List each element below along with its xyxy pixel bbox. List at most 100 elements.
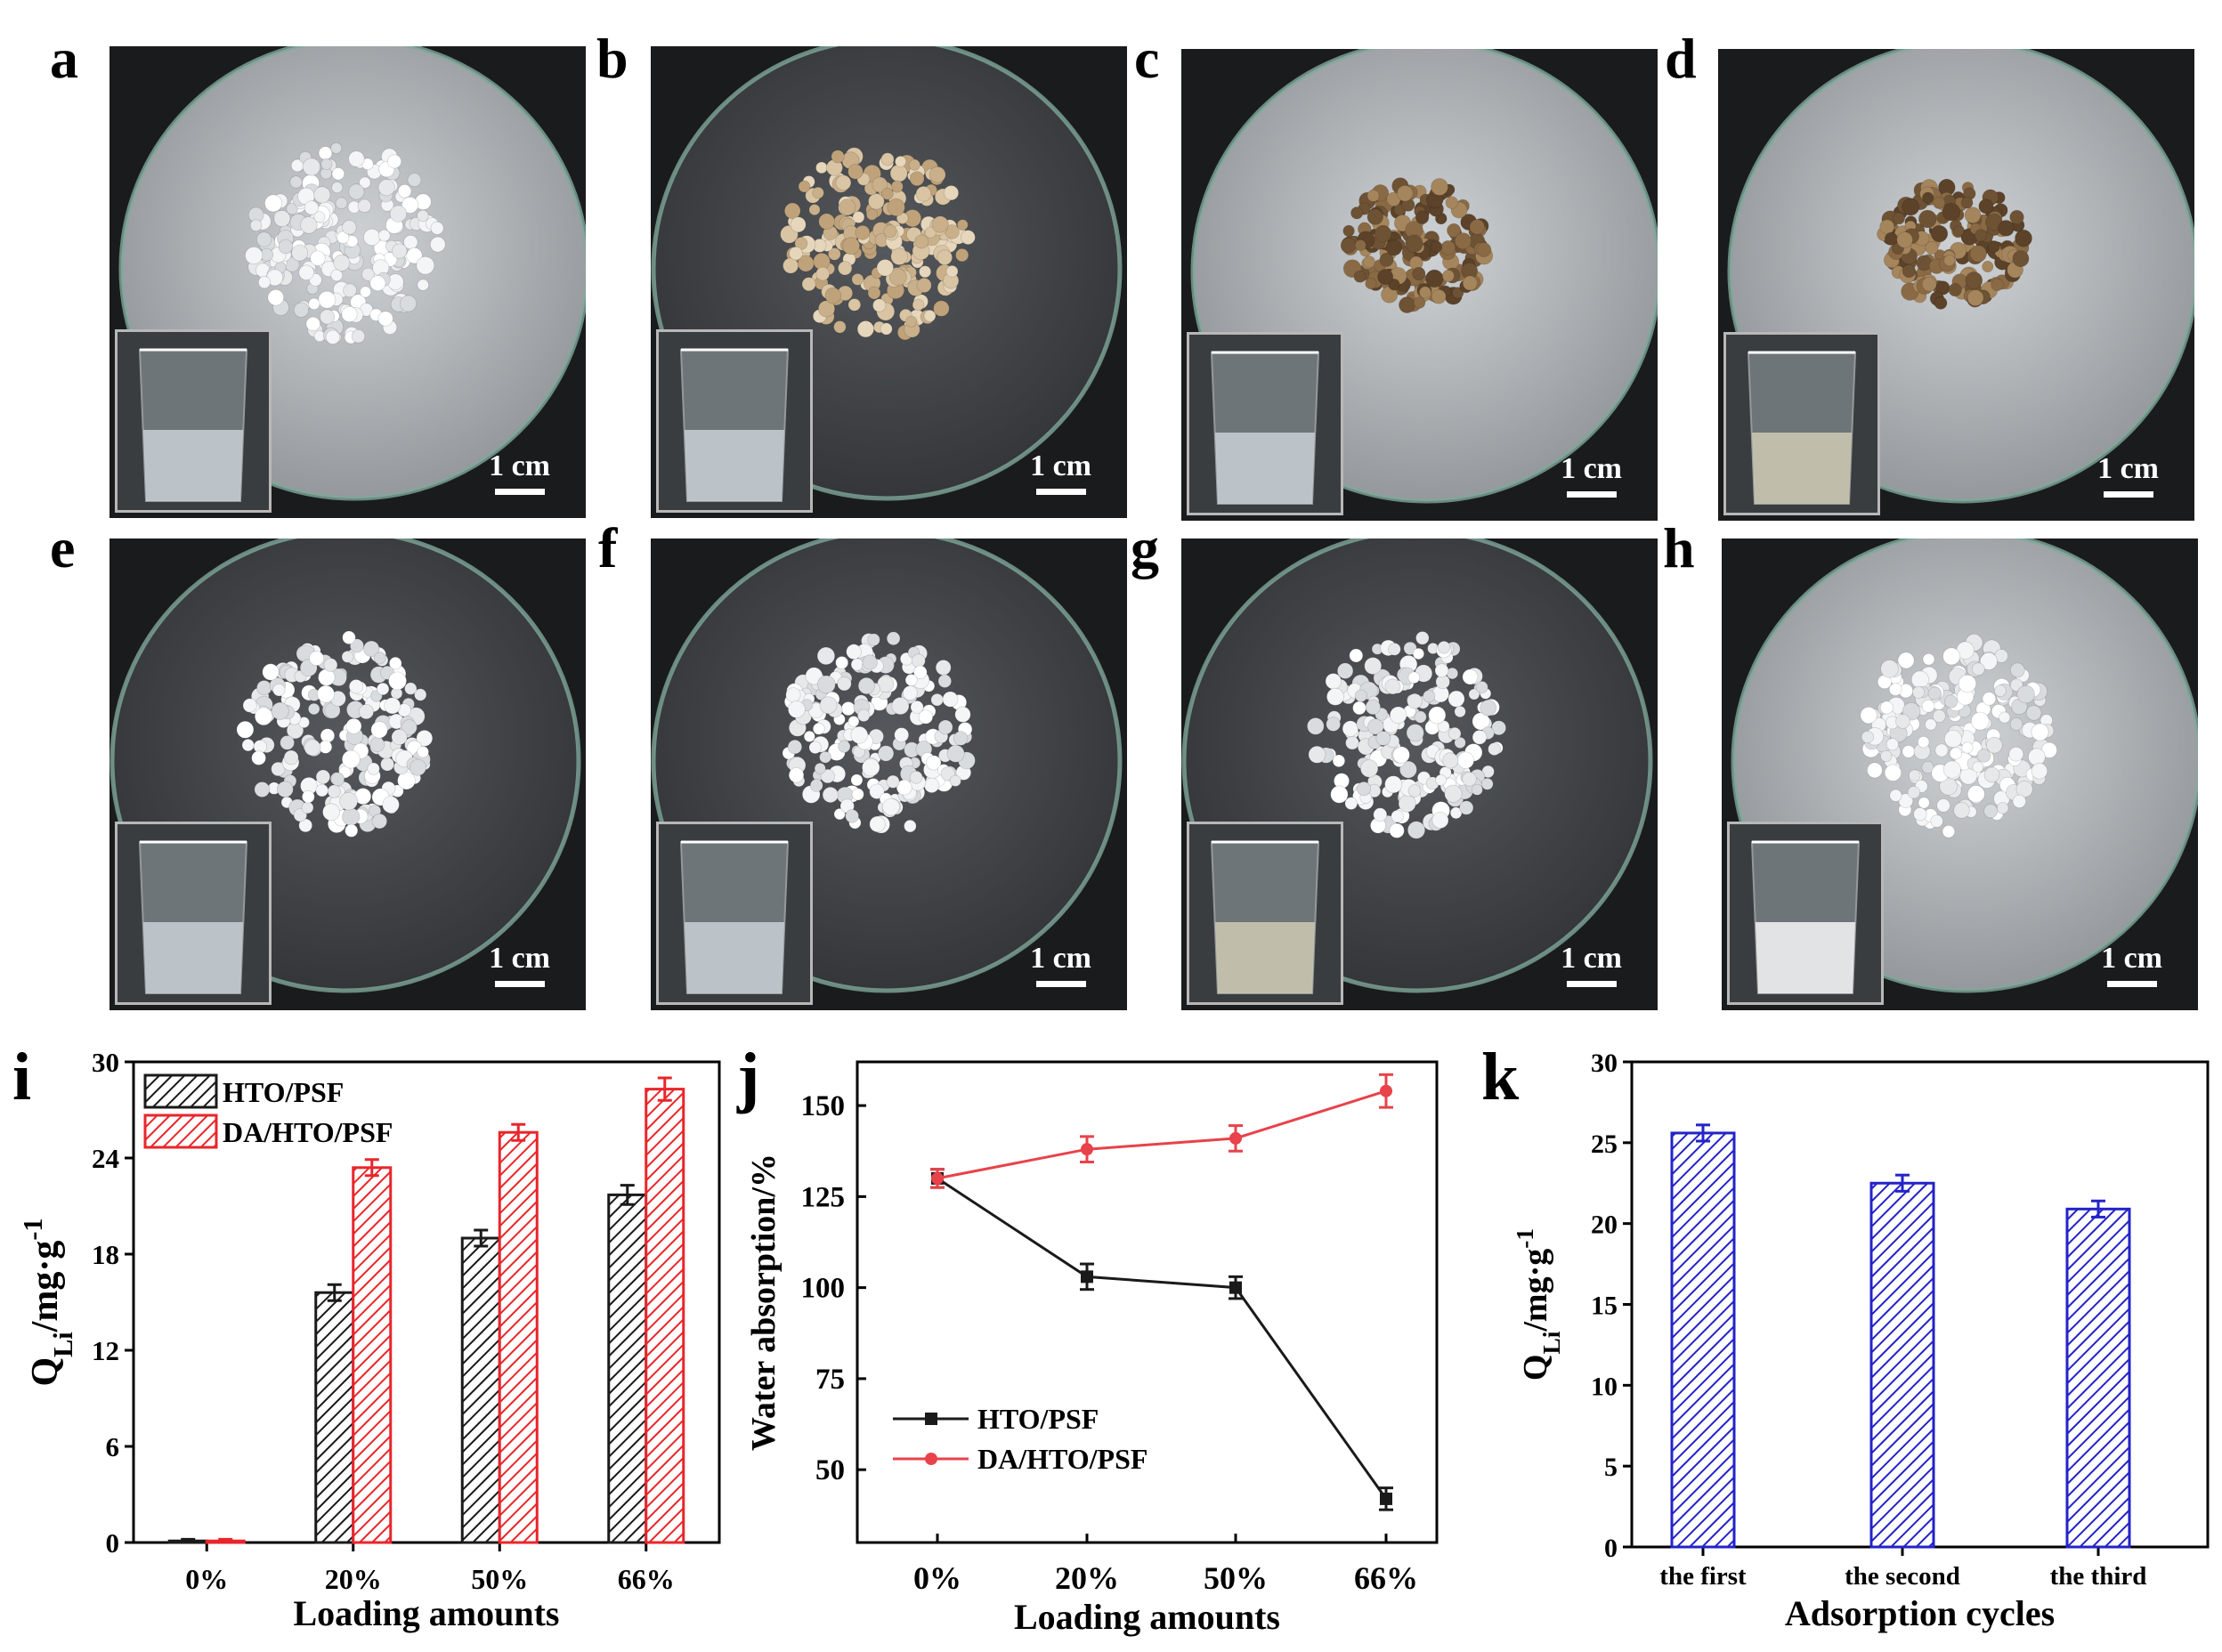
bead [955,248,969,263]
bead [908,158,920,171]
bead [1332,754,1346,768]
bead [310,250,326,266]
bead [2016,684,2035,704]
bead [1918,797,1930,809]
bead [2031,762,2048,780]
bead [803,730,815,742]
scale-bar-line [1566,491,1617,498]
data-point [1081,1270,1093,1284]
photo-f: 1 cm [651,539,1127,1010]
bead [820,768,836,784]
bead [2015,229,2032,247]
panel-label-g: g [1131,516,1159,579]
bead [416,255,435,275]
legend-marker [925,1453,937,1465]
bead [388,671,407,691]
bead [1975,229,1988,242]
bead [331,167,345,181]
bead [890,180,904,193]
bead [787,739,803,755]
bead [255,231,272,247]
bead [2012,250,2030,268]
scale-bar-label: 1 cm [489,942,550,975]
legend-swatch [143,1113,218,1149]
bead [313,211,326,223]
bead [376,682,390,696]
bead [946,744,965,763]
bead [1952,225,1965,238]
bead [862,654,878,670]
bead [1353,270,1366,283]
scale-bar-line [1035,981,1086,987]
bead [886,631,901,646]
bead [407,173,422,188]
x-tick-label: 20% [325,1563,382,1595]
bead [1389,822,1405,838]
beaker-inset [1187,332,1343,515]
bead [1491,720,1507,736]
y-axis-label: QLi/mg·g-1 [1512,1228,1565,1381]
bead [960,230,976,246]
bead [1897,652,1915,669]
bead [1431,178,1448,196]
bead [1921,276,1937,292]
x-tick-label: the third [2050,1562,2147,1591]
bead [1910,670,1929,689]
bead [1917,735,1930,749]
bead [2012,794,2027,809]
bead [286,202,298,215]
bead [1454,705,1466,718]
bead [835,174,852,191]
bead [852,211,865,223]
bead [335,197,348,210]
photo-a: 1 cm [109,46,586,518]
bead [1999,711,2011,724]
bead [942,691,959,708]
bead [1389,706,1407,725]
bead [924,226,937,239]
bead [384,697,401,715]
bead [846,644,862,660]
scale-bar-line [1035,489,1086,495]
photo-h: 1 cm [1722,539,2198,1010]
bead [1469,219,1486,235]
bead [883,224,897,239]
bead [912,665,928,680]
bead [1448,726,1462,741]
bead [929,166,946,183]
bead [1444,784,1463,803]
bead [869,783,885,799]
bead [1407,784,1422,798]
beaker-liquid [1752,433,1852,504]
bead [1996,802,2009,814]
bead [401,719,418,736]
bead [788,767,805,783]
bead [1998,220,2015,237]
bead [307,702,320,716]
bead [785,687,801,703]
bead [937,674,953,688]
bead [337,231,350,245]
bead [1982,260,1994,273]
bead [304,739,321,757]
bead [1379,252,1394,267]
bead [1308,745,1326,764]
bead [1391,809,1405,823]
bead [886,774,900,789]
bead [1866,762,1883,779]
bead [880,322,893,336]
bead [1349,648,1364,663]
panel-label-c: c [1134,27,1160,90]
beaker-illustration [118,824,269,1002]
bead [812,722,825,735]
bead [320,158,333,171]
beaker-inset [115,329,272,513]
bead [280,735,295,750]
bead [1944,694,1958,709]
bar [2065,1207,2131,1549]
bead [915,186,932,202]
data-point [1229,1131,1242,1145]
bead [887,198,905,216]
bead [847,164,864,180]
scale-bar-line [494,981,545,987]
